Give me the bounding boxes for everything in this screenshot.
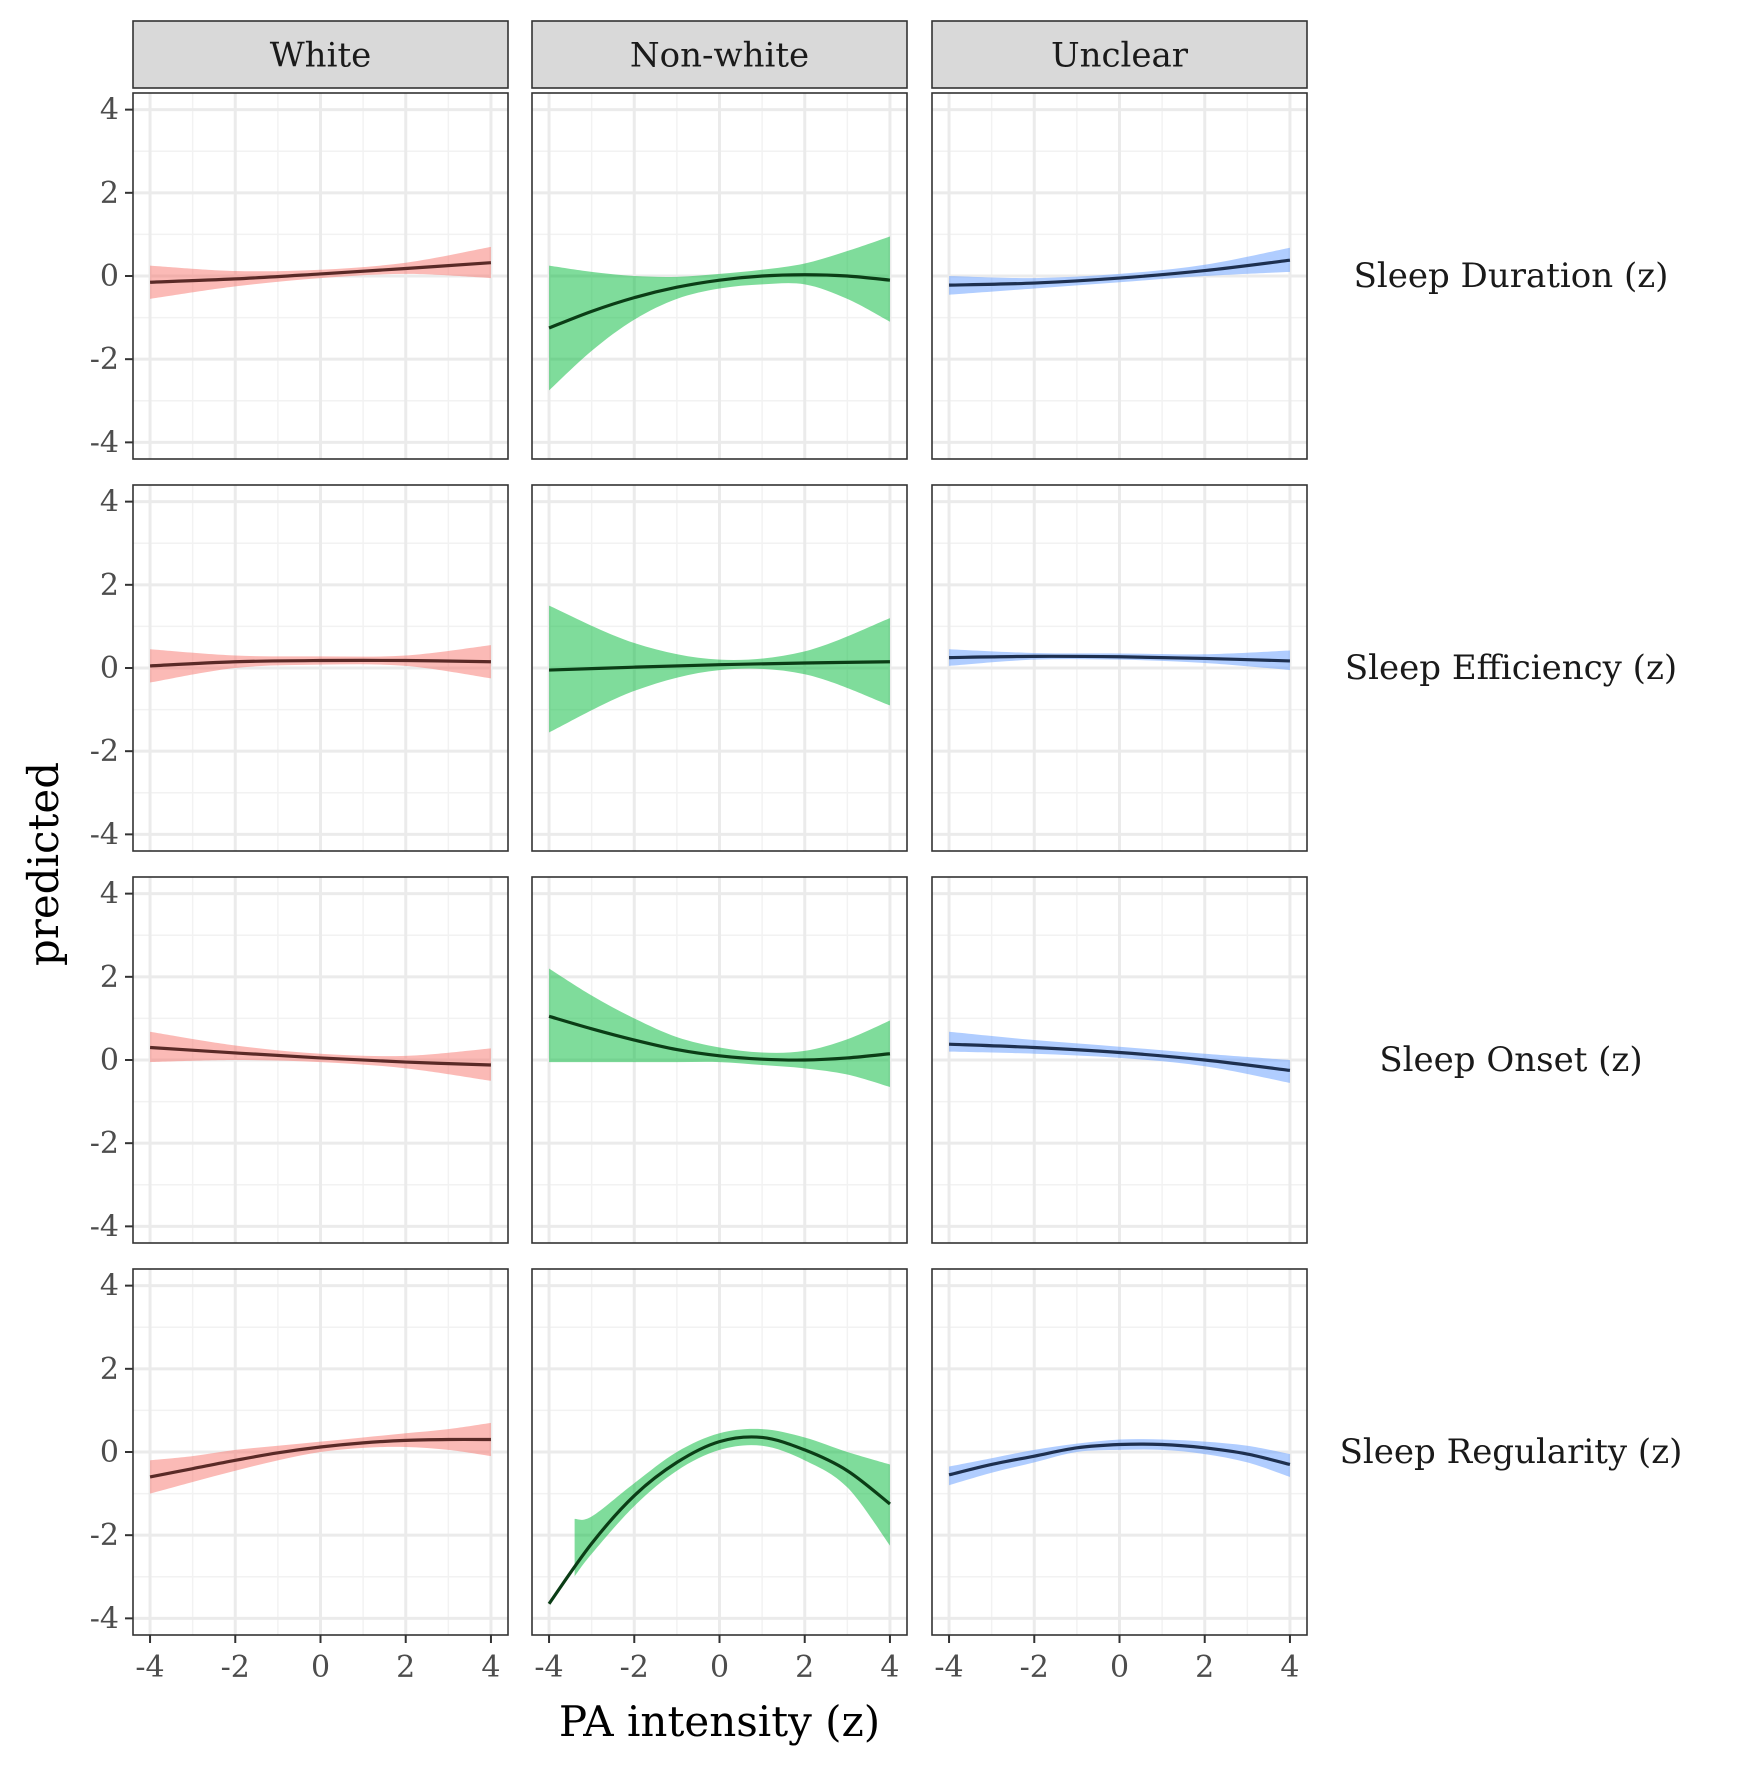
y-axis-title: predicted — [19, 762, 68, 966]
ci-band — [150, 645, 491, 683]
y-tick-label: 0 — [100, 1435, 119, 1470]
panel-r2-c2 — [531, 484, 908, 852]
y-tick-label: 4 — [100, 485, 119, 520]
ci-band — [574, 1428, 890, 1577]
series-line — [548, 1014, 891, 1062]
strip-label: White — [270, 36, 372, 76]
ci-band — [549, 605, 890, 733]
row-label: Sleep Regularity (z) — [1340, 1432, 1683, 1472]
y-tick-label: 4 — [100, 1269, 119, 1304]
y-tick-label: -2 — [90, 1126, 119, 1161]
series-line — [547, 1435, 891, 1605]
row-label: Sleep Onset (z) — [1379, 1040, 1642, 1080]
x-tick-label: 0 — [1110, 1650, 1129, 1685]
panel-r1-c2 — [531, 92, 908, 460]
panel-r3-c3 — [931, 876, 1308, 1244]
series-line — [149, 261, 492, 284]
x-tick-label: -4 — [135, 1650, 164, 1685]
panel-r1-c1 — [132, 92, 509, 460]
series-line — [149, 1437, 491, 1479]
x-tick-label: 0 — [311, 1650, 330, 1685]
x-tick-label: -4 — [934, 1650, 963, 1685]
panel-r4-c2 — [531, 1268, 908, 1636]
y-tick-label: -4 — [90, 1601, 119, 1636]
x-tick-label: 2 — [795, 1650, 814, 1685]
series-line — [949, 654, 1290, 663]
y-tick-label: -4 — [90, 425, 119, 460]
ci-band — [150, 1031, 491, 1081]
x-tick-label: 0 — [710, 1650, 729, 1685]
strip-unclear — [931, 20, 1308, 89]
x-tick-label: 4 — [481, 1650, 500, 1685]
x-tick-label: -4 — [534, 1650, 563, 1685]
panel-r2-c1 — [132, 484, 509, 852]
panel-border — [531, 484, 908, 852]
series-line — [949, 258, 1291, 287]
panel-border — [531, 92, 908, 460]
x-axis-title: PA intensity (z) — [559, 1697, 880, 1746]
panel-r3-c2 — [531, 876, 908, 1244]
panel-r4-c3 — [931, 1268, 1308, 1636]
panel-border — [931, 92, 1308, 460]
y-tick-label: 2 — [100, 1352, 119, 1387]
y-tick-label: -4 — [90, 1209, 119, 1244]
series-line — [149, 1045, 492, 1067]
strip-non-white — [531, 20, 908, 89]
y-tick-label: 0 — [100, 651, 119, 686]
series-line — [149, 658, 491, 668]
x-tick-label: -2 — [1020, 1650, 1049, 1685]
y-tick-label: 2 — [100, 176, 119, 211]
y-tick-label: 2 — [100, 960, 119, 995]
row-label: Sleep Duration (z) — [1354, 256, 1669, 296]
y-tick-label: -2 — [90, 734, 119, 769]
x-tick-label: 4 — [1280, 1650, 1299, 1685]
y-tick-label: 4 — [100, 93, 119, 128]
strip-label: Unclear — [1051, 36, 1189, 76]
x-tick-label: 2 — [1195, 1650, 1214, 1685]
panel-r3-c1 — [132, 876, 509, 1244]
y-tick-label: 4 — [100, 877, 119, 912]
ci-band — [949, 1031, 1290, 1083]
ci-band — [949, 1439, 1290, 1486]
y-tick-label: 2 — [100, 568, 119, 603]
strip-label: Non-white — [630, 36, 809, 76]
panel-border — [931, 876, 1308, 1244]
panel-r4-c1 — [132, 1268, 509, 1636]
y-tick-label: -2 — [90, 342, 119, 377]
row-label: Sleep Efficiency (z) — [1345, 648, 1677, 688]
ci-band — [549, 968, 890, 1088]
series-line — [548, 660, 890, 672]
panel-border — [931, 484, 1308, 852]
x-tick-label: 4 — [880, 1650, 899, 1685]
panel-r2-c3 — [931, 484, 1308, 852]
series-line — [948, 1042, 1291, 1072]
series-line — [948, 1442, 1291, 1477]
x-tick-label: -2 — [221, 1650, 250, 1685]
y-tick-label: -2 — [90, 1518, 119, 1553]
y-tick-label: 0 — [100, 259, 119, 294]
y-tick-label: 0 — [100, 1043, 119, 1078]
x-tick-label: -2 — [620, 1650, 649, 1685]
strip-white — [132, 20, 509, 89]
x-tick-label: 2 — [396, 1650, 415, 1685]
y-tick-label: -4 — [90, 817, 119, 852]
ci-band — [949, 649, 1290, 671]
panel-r1-c3 — [931, 92, 1308, 460]
series-line — [548, 273, 891, 330]
panel-border — [531, 876, 908, 1244]
